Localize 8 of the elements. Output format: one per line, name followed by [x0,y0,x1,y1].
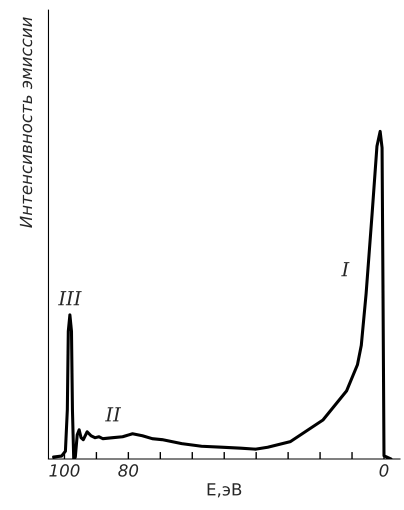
annotation: II [105,407,122,422]
x-axis-title: Е,эВ [208,483,242,498]
x-tick-label: 80 [118,464,138,477]
x-tick-label: 0 [380,464,388,477]
x-tick-label: 100 [49,464,80,477]
y-axis-title: Интенсивность эмиссии [20,17,32,228]
annotation: I [341,262,350,276]
annotation: III [58,291,82,306]
